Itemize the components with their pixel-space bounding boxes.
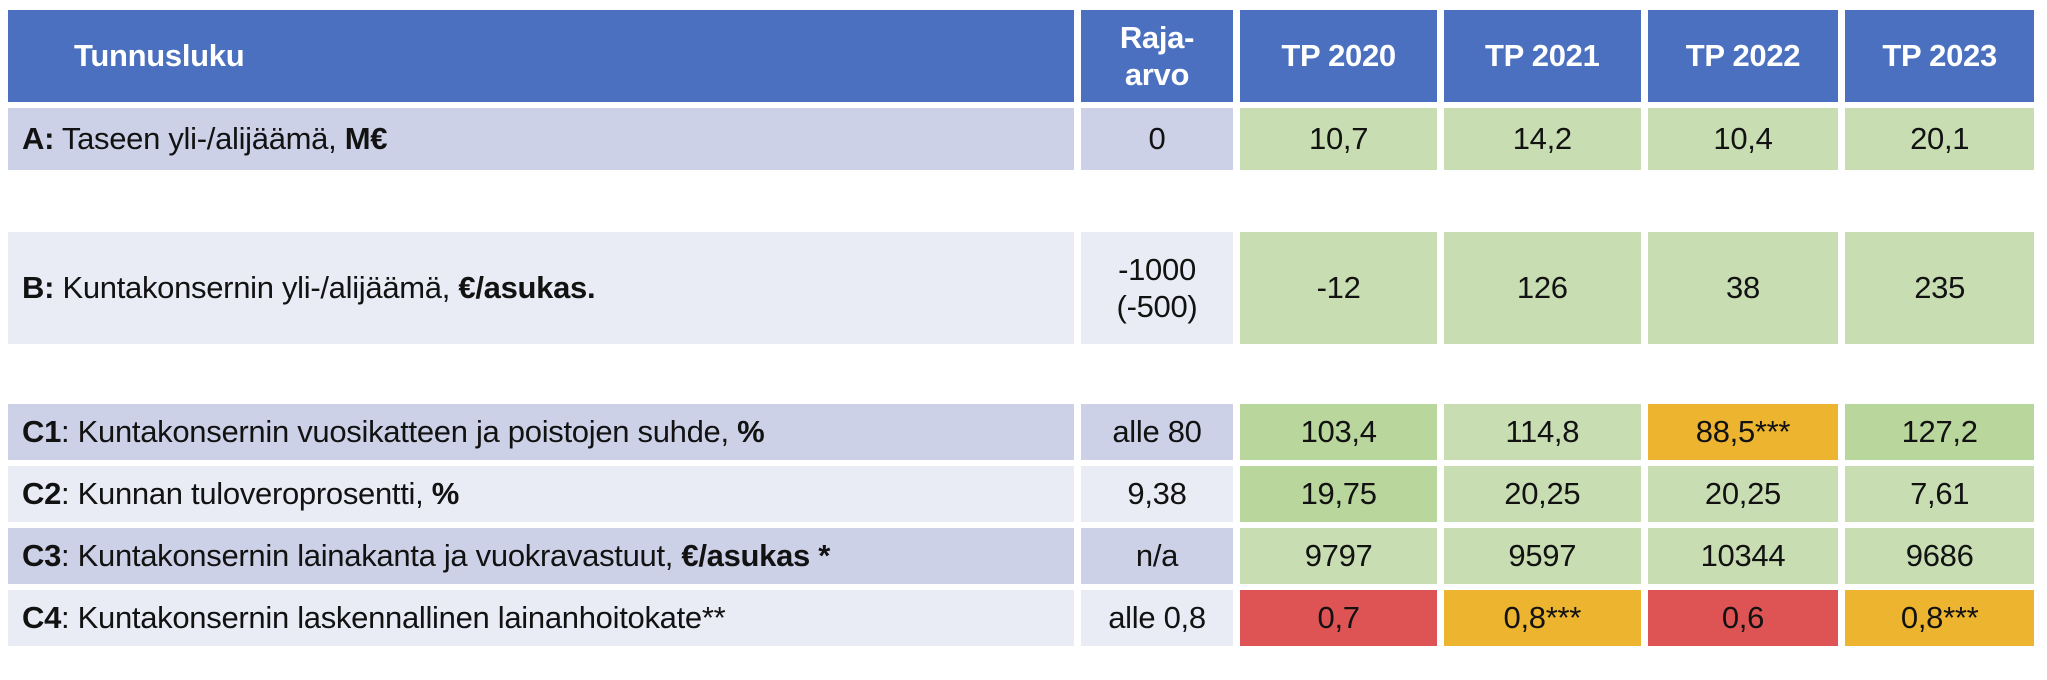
- limit-value-cell: -1000 (-500): [1080, 232, 1234, 344]
- value-cell-tp2023: 9686: [1845, 528, 2034, 584]
- row-label-cell: C2: Kunnan tuloveroprosentti, %: [8, 466, 1074, 522]
- row-label-text: : Kunnan tuloveroprosentti,: [61, 476, 432, 512]
- value-cell-tp2021: 114,8: [1443, 404, 1641, 460]
- spacer-cell: [8, 350, 2034, 398]
- value-cell-tp2020: 103,4: [1240, 404, 1437, 460]
- value-cell-tp2023: 127,2: [1845, 404, 2034, 460]
- value-cell-tp2023: 20,1: [1845, 108, 2034, 170]
- row-label-prefix: C2: [22, 476, 62, 512]
- spacer-row: [8, 176, 2034, 226]
- value-cell-tp2022: 0,6: [1647, 590, 1839, 646]
- row-label-unit: %: [431, 476, 460, 512]
- row-label-text: : Kuntakonsernin laskennallinen lainanho…: [61, 600, 726, 636]
- value-cell-tp2021: 0,8***: [1443, 590, 1641, 646]
- value-cell-tp2022: 38: [1647, 232, 1839, 344]
- value-cell-tp2023: 7,61: [1845, 466, 2034, 522]
- value-cell-tp2021: 9597: [1443, 528, 1641, 584]
- limit-value-cell: 9,38: [1080, 466, 1234, 522]
- spacer-row: [8, 350, 2034, 398]
- row-label-prefix: C4: [22, 600, 62, 636]
- indicator-table: Tunnusluku Raja- arvo TP 2020 TP 2021 TP…: [1, 4, 2041, 652]
- row-b: B: Kuntakonsernin yli-/alijäämä, €/asuka…: [8, 232, 2034, 344]
- row-label-prefix: C1: [22, 414, 62, 450]
- value-cell-tp2022: 10,4: [1647, 108, 1839, 170]
- column-header-tp-2023: TP 2023: [1845, 10, 2034, 102]
- column-header-raja-arvo: Raja- arvo: [1080, 10, 1234, 102]
- row-label-prefix: A:: [22, 121, 55, 157]
- value-cell-tp2020: 19,75: [1240, 466, 1437, 522]
- limit-value-cell: n/a: [1080, 528, 1234, 584]
- row-label-prefix: B:: [22, 270, 55, 306]
- row-label-prefix: C3: [22, 538, 62, 574]
- row-label-cell: C1: Kuntakonsernin vuosikatteen ja poist…: [8, 404, 1074, 460]
- limit-value-cell: alle 0,8: [1080, 590, 1234, 646]
- value-cell-tp2020: -12: [1240, 232, 1437, 344]
- row-label-text: : Kuntakonsernin vuosikatteen ja poistoj…: [61, 414, 738, 450]
- value-cell-tp2023: 235: [1845, 232, 2034, 344]
- limit-value-cell: alle 80: [1080, 404, 1234, 460]
- row-label-text: Taseen yli-/alijäämä,: [54, 121, 345, 157]
- row-label-cell: C4: Kuntakonsernin laskennallinen lainan…: [8, 590, 1074, 646]
- value-cell-tp2022: 88,5***: [1647, 404, 1839, 460]
- value-cell-tp2022: 10344: [1647, 528, 1839, 584]
- row-c2: C2: Kunnan tuloveroprosentti, % 9,38 19,…: [8, 466, 2034, 522]
- column-header-tunnusluku: Tunnusluku: [8, 10, 1074, 102]
- column-header-tp-2022: TP 2022: [1647, 10, 1839, 102]
- row-label-unit: %: [737, 414, 765, 450]
- value-cell-tp2022: 20,25: [1647, 466, 1839, 522]
- row-label-cell: A: Taseen yli-/alijäämä, M€: [8, 108, 1074, 170]
- column-header-tp-2020: TP 2020: [1240, 10, 1437, 102]
- row-c4: C4: Kuntakonsernin laskennallinen lainan…: [8, 590, 2034, 646]
- row-label-unit: €/asukas *: [681, 538, 831, 574]
- row-label-text: Kuntakonsernin yli-/alijäämä,: [54, 270, 459, 306]
- row-label-cell: C3: Kuntakonsernin lainakanta ja vuokrav…: [8, 528, 1074, 584]
- header-row: Tunnusluku Raja- arvo TP 2020 TP 2021 TP…: [8, 10, 2034, 102]
- value-cell-tp2023: 0,8***: [1845, 590, 2034, 646]
- row-label-cell: B: Kuntakonsernin yli-/alijäämä, €/asuka…: [8, 232, 1074, 344]
- column-header-tp-2021: TP 2021: [1443, 10, 1641, 102]
- row-label-unit: M€: [344, 121, 388, 157]
- value-cell-tp2021: 14,2: [1443, 108, 1641, 170]
- row-label-unit: €/asukas.: [458, 270, 596, 306]
- value-cell-tp2021: 126: [1443, 232, 1641, 344]
- spacer-cell: [8, 176, 2034, 226]
- limit-value-cell: 0: [1080, 108, 1234, 170]
- row-c1: C1: Kuntakonsernin vuosikatteen ja poist…: [8, 404, 2034, 460]
- row-label-text: : Kuntakonsernin lainakanta ja vuokravas…: [61, 538, 682, 574]
- value-cell-tp2020: 0,7: [1240, 590, 1437, 646]
- row-c3: C3: Kuntakonsernin lainakanta ja vuokrav…: [8, 528, 2034, 584]
- value-cell-tp2020: 10,7: [1240, 108, 1437, 170]
- row-a: A: Taseen yli-/alijäämä, M€ 0 10,7 14,2 …: [8, 108, 2034, 170]
- value-cell-tp2020: 9797: [1240, 528, 1437, 584]
- value-cell-tp2021: 20,25: [1443, 466, 1641, 522]
